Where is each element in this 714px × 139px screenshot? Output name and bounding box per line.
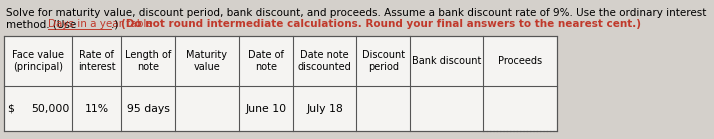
Text: Date note
discounted: Date note discounted [298,50,351,72]
Text: Discount
period: Discount period [361,50,405,72]
Text: Maturity
value: Maturity value [186,50,228,72]
Text: (Do not round intermediate calculations. Round your final answers to the nearest: (Do not round intermediate calculations.… [121,19,640,29]
Text: method. (Use: method. (Use [6,19,80,29]
Text: Proceeds: Proceeds [498,56,542,66]
Text: Days in a year table: Days in a year table [48,19,152,29]
Text: 11%: 11% [85,104,109,114]
Text: Date of
note: Date of note [248,50,283,72]
Text: Rate of
interest: Rate of interest [78,50,116,72]
Text: July 18: July 18 [306,104,343,114]
Bar [4,36,557,131]
Text: 50,000: 50,000 [31,104,69,114]
Text: .): .) [111,19,122,29]
Text: Solve for maturity value, discount period, bank discount, and proceeds. Assume a: Solve for maturity value, discount perio… [6,8,707,18]
Text: 95 days: 95 days [127,104,170,114]
Text: $: $ [7,104,14,114]
Text: Bank discount: Bank discount [412,56,481,66]
Text: June 10: June 10 [245,104,286,114]
Text: Length of
note: Length of note [125,50,171,72]
Text: Face value
(principal): Face value (principal) [12,50,64,72]
